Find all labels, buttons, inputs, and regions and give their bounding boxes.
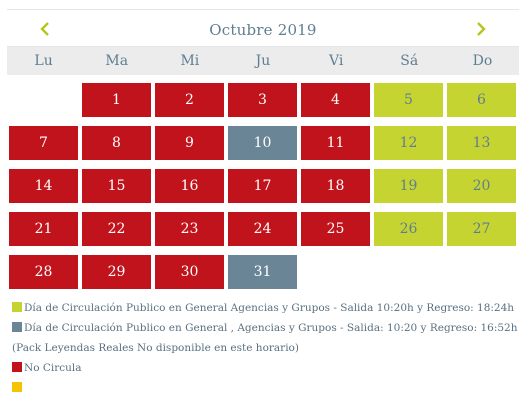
weekday-label: Do xyxy=(472,53,493,69)
day-cell[interactable]: 31 xyxy=(228,255,297,289)
legend: Día de Circulación Publico en General Ag… xyxy=(12,298,524,398)
weekday-label: Sá xyxy=(400,53,419,69)
day-cell[interactable]: 15 xyxy=(82,169,151,203)
legend-swatch xyxy=(12,302,22,312)
day-cell[interactable]: 21 xyxy=(9,212,78,246)
day-cell[interactable]: 25 xyxy=(301,212,370,246)
day-grid: 1 2 3 4 5 6 7 8 9 10 11 12 13 14 15 16 17 18 19 20 21 22 23 24 2… xyxy=(9,77,519,289)
day-cell[interactable]: 13 xyxy=(447,126,516,160)
chevron-left-icon[interactable] xyxy=(37,21,53,37)
top-divider xyxy=(7,9,519,10)
day-cell[interactable]: 27 xyxy=(447,212,516,246)
legend-item-general-pack: Día de Circulación Publico en General , … xyxy=(12,318,524,358)
weekday-label: Ju xyxy=(255,53,271,69)
weekday-label: Ma xyxy=(105,53,129,69)
day-cell[interactable]: 19 xyxy=(374,169,443,203)
legend-text: Día de Circulación Publico en General Ag… xyxy=(24,302,515,314)
calendar-header: Octubre 2019 xyxy=(7,10,519,46)
day-cell[interactable]: 7 xyxy=(9,126,78,160)
chevron-right-icon[interactable] xyxy=(473,21,489,37)
day-cell[interactable]: 20 xyxy=(447,169,516,203)
day-cell[interactable]: 23 xyxy=(155,212,224,246)
day-cell[interactable]: 1 xyxy=(82,83,151,117)
weekday-header: Lu Ma Mi Ju Vi Sá Do xyxy=(7,46,519,75)
day-cell[interactable]: 5 xyxy=(374,83,443,117)
legend-swatch xyxy=(12,382,22,392)
weekday-label: Mi xyxy=(180,53,200,69)
day-cell[interactable]: 8 xyxy=(82,126,151,160)
legend-text: No Circula xyxy=(24,362,82,374)
weekday-label: Lu xyxy=(34,53,53,69)
weekday-label: Vi xyxy=(328,53,344,69)
legend-swatch xyxy=(12,322,22,332)
day-cell[interactable]: 2 xyxy=(155,83,224,117)
legend-item-general-agencias: Día de Circulación Publico en General Ag… xyxy=(12,298,524,318)
day-cell[interactable]: 10 xyxy=(228,126,297,160)
legend-item-no-circula: No Circula xyxy=(12,358,524,378)
legend-text: Día de Circulación Publico en General , … xyxy=(12,322,518,354)
legend-swatch xyxy=(12,362,22,372)
day-cell[interactable]: 29 xyxy=(82,255,151,289)
day-cell[interactable]: 12 xyxy=(374,126,443,160)
legend-item-yellow xyxy=(12,378,524,398)
day-cell-empty xyxy=(9,83,78,117)
day-cell[interactable]: 17 xyxy=(228,169,297,203)
month-title: Octubre 2019 xyxy=(209,21,317,39)
day-cell[interactable]: 16 xyxy=(155,169,224,203)
day-cell[interactable]: 28 xyxy=(9,255,78,289)
day-cell[interactable]: 22 xyxy=(82,212,151,246)
day-cell[interactable]: 30 xyxy=(155,255,224,289)
day-cell[interactable]: 14 xyxy=(9,169,78,203)
day-cell[interactable]: 3 xyxy=(228,83,297,117)
day-cell[interactable]: 26 xyxy=(374,212,443,246)
day-cell[interactable]: 11 xyxy=(301,126,370,160)
day-cell[interactable]: 18 xyxy=(301,169,370,203)
day-cell[interactable]: 6 xyxy=(447,83,516,117)
day-cell[interactable]: 24 xyxy=(228,212,297,246)
day-cell[interactable]: 9 xyxy=(155,126,224,160)
day-cell[interactable]: 4 xyxy=(301,83,370,117)
